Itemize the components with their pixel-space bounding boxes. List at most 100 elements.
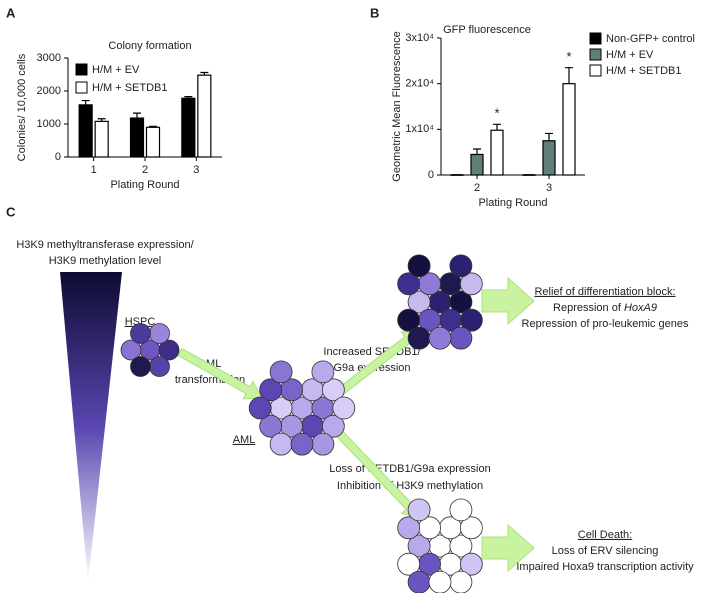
down-arrow-label: Inhibition of H3K9 methylation bbox=[337, 480, 483, 492]
y-tick-label: 1x10⁴ bbox=[405, 123, 434, 135]
outcome-line: Loss of ERV silencing bbox=[552, 545, 659, 557]
chart-title: Colony formation bbox=[108, 40, 191, 52]
error-bar bbox=[565, 67, 573, 84]
aml-label: AML bbox=[233, 434, 256, 446]
legend-label: H/M + SETDB1 bbox=[92, 82, 168, 94]
y-axis-label: Geometric Mean Fluorescence bbox=[391, 31, 403, 181]
cell bbox=[290, 432, 314, 456]
bar bbox=[129, 117, 145, 158]
legend-label: H/M + EV bbox=[606, 49, 654, 61]
legend-swatch bbox=[75, 63, 88, 76]
cell bbox=[269, 432, 293, 456]
legend-swatch bbox=[589, 48, 602, 61]
x-tick-label: 2 bbox=[142, 164, 148, 176]
charts: A Colony formation Colonies/ 10,000 cells 0… bbox=[6, 5, 695, 208]
error-bar bbox=[81, 99, 90, 105]
cell bbox=[407, 326, 431, 350]
cell bbox=[332, 396, 356, 420]
error-bar bbox=[473, 148, 481, 155]
cell bbox=[449, 290, 473, 314]
cell bbox=[407, 570, 431, 594]
legend-swatch bbox=[589, 32, 602, 45]
cell bbox=[459, 516, 483, 540]
down-arrow-label: Loss of SETDB1/G9a expression bbox=[329, 463, 490, 475]
outcome-line: Repression of pro-leukemic genes bbox=[522, 318, 689, 330]
block-arrow bbox=[481, 276, 535, 326]
cell bbox=[428, 326, 452, 350]
bar bbox=[145, 126, 161, 158]
panel-label: A bbox=[6, 5, 16, 20]
error-bar bbox=[133, 112, 141, 119]
cell bbox=[407, 498, 431, 522]
bar-chart: B GFP fluorescence Geometric Mean Fluoresc… bbox=[370, 5, 695, 208]
annotation: * bbox=[566, 49, 571, 64]
cell bbox=[407, 254, 431, 278]
bar bbox=[562, 83, 576, 176]
bar bbox=[78, 104, 93, 158]
chart-title: GFP fluorescence bbox=[443, 24, 531, 36]
legend-label: H/M + SETDB1 bbox=[606, 65, 682, 77]
outcome-title: Cell Death: bbox=[578, 529, 632, 541]
bar bbox=[490, 129, 504, 176]
panel-label: B bbox=[370, 5, 379, 20]
y-tick-label: 3x10⁴ bbox=[405, 32, 434, 44]
y-tick-label: 0 bbox=[428, 169, 434, 181]
diagram: C H3K9 methyltransferase expression/ H3K… bbox=[6, 204, 694, 594]
gradient-triangle bbox=[60, 272, 122, 582]
cell bbox=[269, 360, 293, 384]
cell bbox=[259, 378, 283, 402]
gene-name: HoxA9 bbox=[624, 302, 657, 314]
block-arrow bbox=[481, 523, 535, 573]
legend-swatch bbox=[589, 64, 602, 77]
cell bbox=[397, 308, 421, 332]
x-tick-label: 2 bbox=[474, 182, 480, 194]
arrow bbox=[177, 347, 263, 400]
y-tick-label: 1000 bbox=[37, 118, 61, 130]
hspc-label: HSPC bbox=[125, 316, 156, 328]
y-tick-label: 2x10⁴ bbox=[405, 78, 434, 90]
cell bbox=[407, 290, 431, 314]
x-tick-label: 3 bbox=[546, 182, 552, 194]
y-axis-label: Colonies/ 10,000 cells bbox=[16, 53, 28, 161]
y-tick-label: 2000 bbox=[37, 85, 61, 97]
cell bbox=[321, 414, 345, 438]
cell bbox=[321, 378, 345, 402]
outcome-line: Impaired Hoxa9 transcription activity bbox=[516, 561, 694, 573]
legend-label: Non-GFP+ control bbox=[606, 33, 695, 45]
cell bbox=[130, 356, 151, 377]
cell bbox=[459, 552, 483, 576]
outcome-title: Relief of differentiation block: bbox=[534, 286, 675, 298]
cell bbox=[449, 534, 473, 558]
cell bbox=[130, 323, 151, 344]
error-bar bbox=[200, 71, 209, 76]
cell bbox=[449, 498, 473, 522]
cell bbox=[397, 516, 421, 540]
x-axis-label: Plating Round bbox=[110, 179, 179, 191]
cell bbox=[459, 272, 483, 296]
cell bbox=[259, 414, 283, 438]
cell bbox=[120, 339, 142, 361]
legend-swatch bbox=[75, 81, 88, 94]
cell bbox=[158, 339, 180, 361]
cell bbox=[449, 326, 473, 350]
error-bar bbox=[149, 125, 157, 128]
legend-label: H/M + EV bbox=[92, 64, 140, 76]
cell bbox=[311, 360, 335, 384]
cell bbox=[397, 552, 421, 576]
cell bbox=[449, 570, 473, 594]
cell bbox=[459, 308, 483, 332]
panel-label: C bbox=[6, 204, 16, 219]
cell bbox=[407, 534, 431, 558]
gradient-label: H3K9 methylation level bbox=[49, 255, 162, 267]
y-tick-label: 3000 bbox=[37, 52, 61, 64]
cell bbox=[428, 570, 452, 594]
bar-chart: A Colony formation Colonies/ 10,000 cells 0… bbox=[6, 5, 222, 191]
error-bar bbox=[97, 118, 106, 122]
error-bar bbox=[545, 132, 553, 141]
cell bbox=[397, 272, 421, 296]
y-tick-label: 0 bbox=[55, 151, 61, 163]
bar bbox=[181, 97, 196, 158]
x-tick-label: 1 bbox=[91, 164, 97, 176]
gradient-label: H3K9 methyltransferase expression/ bbox=[16, 239, 194, 251]
